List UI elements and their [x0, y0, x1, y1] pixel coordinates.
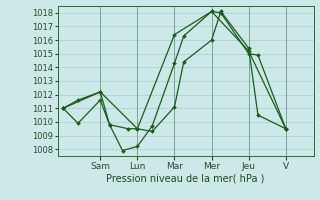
X-axis label: Pression niveau de la mer( hPa ): Pression niveau de la mer( hPa )	[107, 173, 265, 183]
